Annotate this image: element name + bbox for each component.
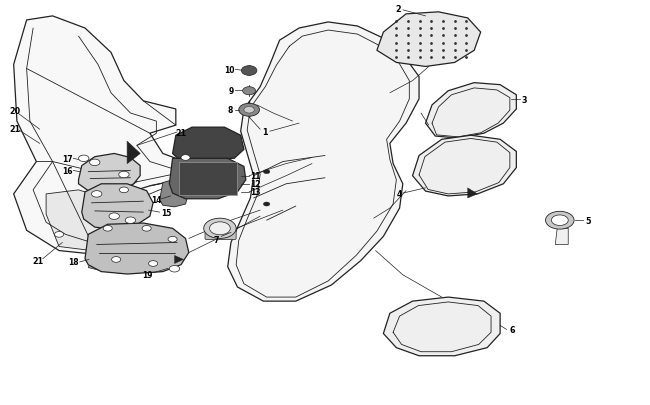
Circle shape	[170, 266, 179, 272]
Polygon shape	[384, 297, 500, 356]
Polygon shape	[127, 142, 140, 164]
Circle shape	[545, 212, 574, 230]
Text: 13: 13	[250, 188, 260, 197]
Polygon shape	[14, 17, 195, 255]
Text: 10: 10	[224, 66, 234, 75]
Text: 7: 7	[213, 235, 219, 244]
Polygon shape	[413, 136, 516, 196]
Polygon shape	[377, 13, 480, 67]
Polygon shape	[452, 316, 477, 336]
Circle shape	[92, 191, 102, 198]
Circle shape	[55, 232, 64, 238]
Text: 9: 9	[229, 87, 234, 96]
Text: 21: 21	[176, 128, 187, 137]
Polygon shape	[296, 83, 361, 126]
Circle shape	[242, 87, 255, 96]
Circle shape	[119, 172, 129, 178]
Polygon shape	[445, 96, 480, 110]
Circle shape	[142, 226, 151, 232]
Circle shape	[90, 160, 100, 166]
Text: 8: 8	[227, 106, 233, 115]
Circle shape	[209, 222, 230, 235]
Circle shape	[79, 156, 89, 162]
Circle shape	[149, 261, 158, 266]
Circle shape	[263, 202, 270, 207]
FancyBboxPatch shape	[205, 228, 236, 240]
Polygon shape	[160, 180, 188, 207]
Polygon shape	[406, 312, 439, 333]
Polygon shape	[296, 122, 358, 142]
Text: 1: 1	[263, 128, 268, 136]
Circle shape	[120, 188, 129, 193]
Circle shape	[112, 257, 121, 262]
Text: 6: 6	[509, 325, 515, 334]
Polygon shape	[82, 184, 153, 230]
Text: 17: 17	[62, 154, 73, 163]
Polygon shape	[85, 224, 188, 274]
Text: 11: 11	[250, 172, 260, 181]
Text: 3: 3	[521, 96, 527, 104]
Polygon shape	[429, 147, 468, 165]
Circle shape	[551, 215, 568, 226]
Polygon shape	[426, 83, 516, 139]
Text: 20: 20	[9, 107, 21, 116]
Text: 4: 4	[396, 190, 402, 199]
Circle shape	[103, 226, 112, 232]
Polygon shape	[174, 256, 183, 264]
Circle shape	[239, 104, 259, 117]
Polygon shape	[79, 154, 140, 194]
Polygon shape	[387, 19, 471, 63]
Polygon shape	[555, 229, 568, 245]
Circle shape	[125, 217, 136, 224]
Circle shape	[244, 107, 254, 114]
Text: 12: 12	[250, 180, 260, 189]
Text: 15: 15	[161, 208, 172, 217]
Polygon shape	[227, 23, 419, 301]
Text: 2: 2	[395, 5, 401, 14]
Polygon shape	[173, 128, 244, 160]
Text: 5: 5	[586, 216, 591, 225]
Circle shape	[181, 155, 190, 161]
Polygon shape	[46, 190, 118, 251]
Text: 21: 21	[32, 256, 44, 266]
Polygon shape	[179, 163, 237, 195]
Polygon shape	[468, 188, 477, 198]
Text: 16: 16	[62, 166, 73, 175]
Circle shape	[168, 237, 177, 243]
Text: 21: 21	[9, 125, 21, 134]
Polygon shape	[88, 257, 106, 270]
Text: 14: 14	[151, 196, 162, 205]
Text: 18: 18	[68, 258, 79, 267]
Circle shape	[109, 213, 120, 220]
Circle shape	[263, 170, 270, 174]
Circle shape	[241, 66, 257, 76]
Polygon shape	[170, 159, 246, 199]
Text: 19: 19	[142, 270, 153, 279]
Circle shape	[203, 219, 236, 239]
